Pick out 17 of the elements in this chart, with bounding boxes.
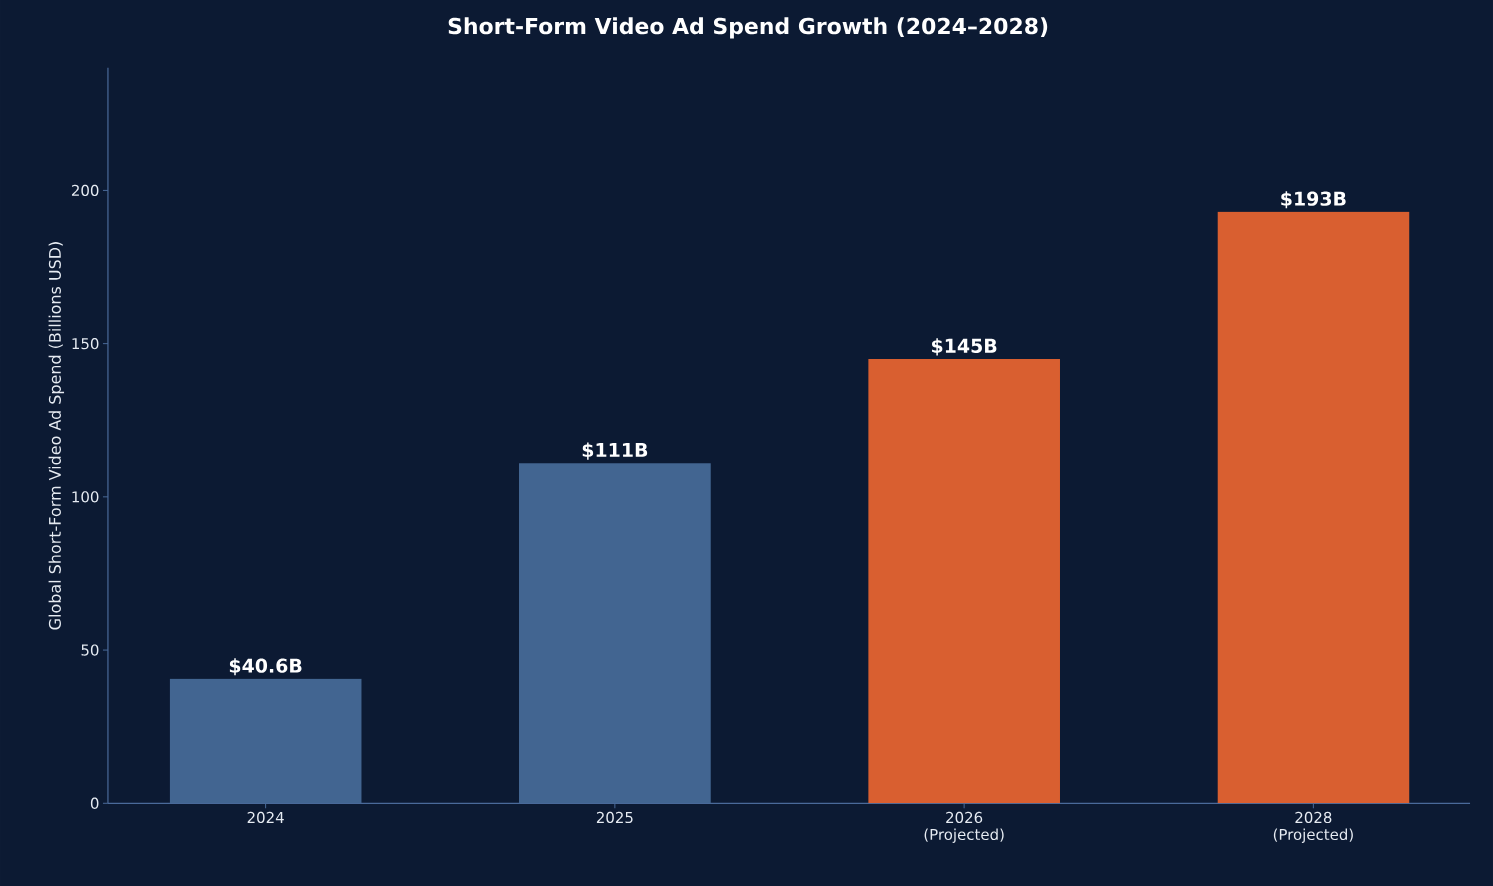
y-axis-title: Global Short-Form Video Ad Spend (Billions USD)	[48, 242, 65, 630]
x-tick-label: 2025	[596, 811, 633, 824]
data-label: $193B	[1281, 191, 1346, 209]
y-tick-label: 0	[90, 797, 99, 809]
bar	[1217, 211, 1410, 804]
x-tick-label: 2028 (Projected)	[1273, 811, 1353, 843]
bar	[868, 358, 1060, 804]
y-tick-label: 50	[81, 644, 99, 656]
chart-title: Short-Form Video Ad Spend Growth (2024–2028)	[448, 17, 1048, 39]
x-tick-label: 2024	[247, 811, 284, 824]
data-label: $145B	[931, 338, 997, 356]
data-label: $40.6B	[229, 658, 302, 676]
x-tick-label: 2026 (Projected)	[924, 811, 1004, 843]
y-tick-label: 150	[72, 337, 99, 350]
data-label: $111B	[582, 442, 648, 460]
y-tick-label: 100	[72, 491, 99, 503]
y-tick-label: 200	[71, 184, 99, 197]
